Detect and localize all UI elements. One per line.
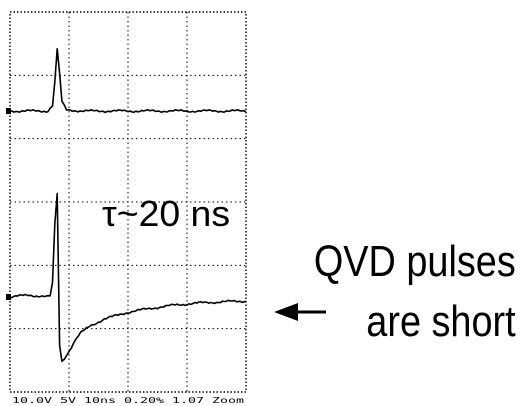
trace-upper <box>9 48 247 114</box>
trace-lower <box>9 192 247 363</box>
callout-line-2: are short <box>366 297 516 346</box>
callout-line-1: QVD pulses <box>314 237 516 286</box>
status-bar: 10.0V 5V 10ns 0.20% 1.07 Zoom <box>12 396 244 405</box>
channel-marker-upper <box>6 108 11 114</box>
tau-annotation: τ~20 ns <box>102 193 230 234</box>
channel-marker-lower <box>6 294 11 300</box>
